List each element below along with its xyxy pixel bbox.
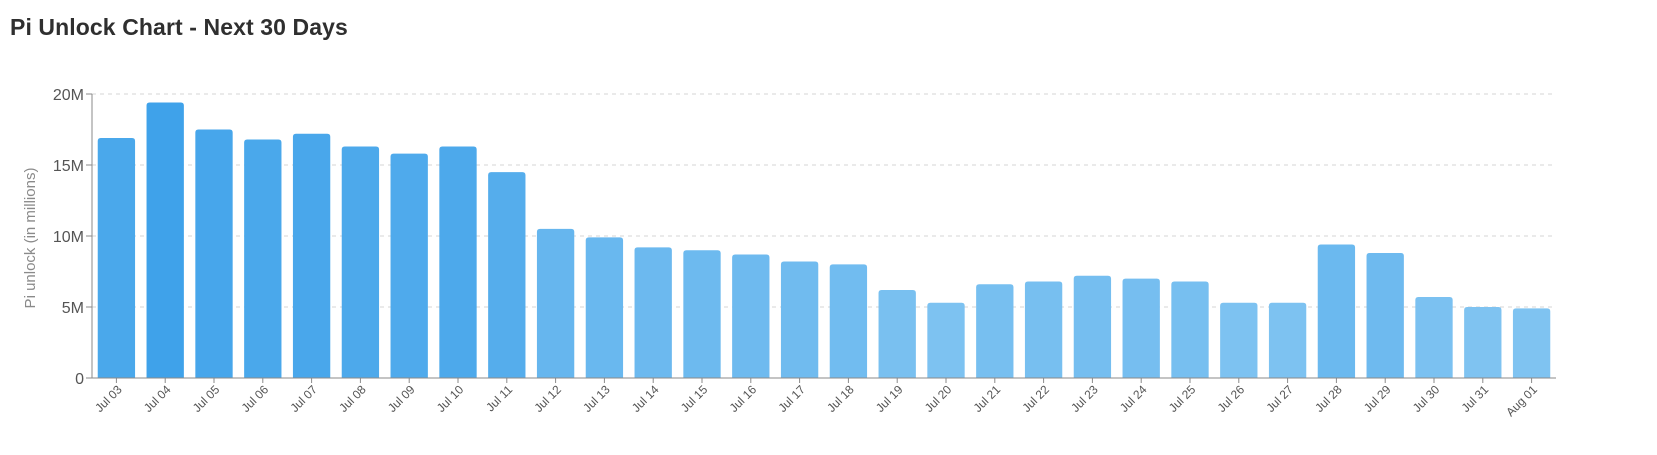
bar-jul-19[interactable] xyxy=(878,289,916,378)
x-tick-label: Jul 26 xyxy=(1215,382,1248,415)
x-tick-label: Jul 31 xyxy=(1459,382,1492,415)
x-tick-label: Jul 21 xyxy=(971,382,1004,415)
y-tick-label: 5M xyxy=(62,300,84,317)
bar-jul-16[interactable] xyxy=(732,254,770,378)
y-axis-title: Pi unlock (in millions) xyxy=(22,168,39,309)
x-tick-label: Jul 16 xyxy=(727,382,760,415)
y-tick-label: 10M xyxy=(53,229,84,246)
x-tick-label: Jul 24 xyxy=(1117,382,1150,415)
bar-jul-08[interactable] xyxy=(341,146,380,378)
bar-jul-17[interactable] xyxy=(780,261,819,378)
bar-jul-05[interactable] xyxy=(195,129,233,379)
bar-jul-27[interactable] xyxy=(1268,302,1307,378)
bar-jul-20[interactable] xyxy=(927,302,965,378)
y-tick-label: 20M xyxy=(53,87,84,104)
bar-jul-15[interactable] xyxy=(683,250,721,378)
bar-jul-12[interactable] xyxy=(536,228,575,378)
x-tick-label: Jul 14 xyxy=(629,382,662,415)
bar-jul-23[interactable] xyxy=(1073,275,1112,378)
bar-jul-14[interactable] xyxy=(634,247,672,378)
axis-layer xyxy=(86,93,1556,383)
x-tick-label: Jul 09 xyxy=(385,382,418,415)
x-tick-label: Jul 13 xyxy=(580,382,613,415)
x-tick-label: Jul 17 xyxy=(775,382,808,415)
x-tick-label: Jul 25 xyxy=(1166,382,1199,415)
bar-jul-26[interactable] xyxy=(1220,302,1258,378)
bar-jul-07[interactable] xyxy=(292,133,331,378)
bar-jul-22[interactable] xyxy=(1024,281,1063,378)
x-tick-label: Jul 18 xyxy=(824,382,857,415)
bar-aug-01[interactable] xyxy=(1512,308,1551,378)
x-tick-label: Jul 04 xyxy=(141,382,174,415)
bar-jul-29[interactable] xyxy=(1366,253,1404,378)
bar-jul-30[interactable] xyxy=(1415,297,1453,378)
bar-layer xyxy=(97,102,1551,379)
bar-jul-11[interactable] xyxy=(488,172,526,378)
x-tick-label: Aug 01 xyxy=(1503,382,1540,419)
bar-jul-31[interactable] xyxy=(1464,307,1502,378)
x-tick-label: Jul 19 xyxy=(873,382,906,415)
bar-jul-03[interactable] xyxy=(97,138,136,378)
x-tick-label: Jul 12 xyxy=(531,382,564,415)
bar-jul-18[interactable] xyxy=(829,264,868,378)
bar-jul-25[interactable] xyxy=(1171,281,1209,378)
x-tick-label: Jul 11 xyxy=(483,382,515,414)
bar-jul-21[interactable] xyxy=(976,284,1014,378)
x-tick-label: Jul 28 xyxy=(1312,382,1345,415)
x-tick-label: Jul 06 xyxy=(239,382,272,415)
x-tick-label: Jul 22 xyxy=(1019,382,1052,415)
x-tick-label: Jul 23 xyxy=(1068,382,1101,415)
y-tick-label: 0 xyxy=(75,371,84,388)
x-tick-label: Jul 08 xyxy=(336,382,369,415)
x-tick-label: Jul 05 xyxy=(190,382,223,415)
chart-title: Pi Unlock Chart - Next 30 Days xyxy=(10,14,348,40)
x-tick-label: Jul 27 xyxy=(1263,382,1296,415)
y-tick-label: 15M xyxy=(53,158,84,175)
bar-jul-04[interactable] xyxy=(146,102,184,379)
x-tick-label: Jul 29 xyxy=(1361,382,1394,415)
bar-jul-06[interactable] xyxy=(244,139,282,378)
bar-jul-10[interactable] xyxy=(439,146,477,378)
x-tick-label: Jul 15 xyxy=(678,382,711,415)
bar-jul-28[interactable] xyxy=(1317,244,1356,378)
x-tick-label: Jul 03 xyxy=(92,382,125,415)
x-tick-label: Jul 30 xyxy=(1410,382,1443,415)
grid-layer xyxy=(92,93,1556,308)
x-tick-label: Jul 20 xyxy=(922,382,955,415)
x-tick-label: Jul 07 xyxy=(287,382,320,415)
bar-jul-24[interactable] xyxy=(1122,278,1160,378)
x-tick-label: Jul 10 xyxy=(434,382,467,415)
bar-jul-09[interactable] xyxy=(390,153,428,378)
bar-jul-13[interactable] xyxy=(585,237,624,378)
